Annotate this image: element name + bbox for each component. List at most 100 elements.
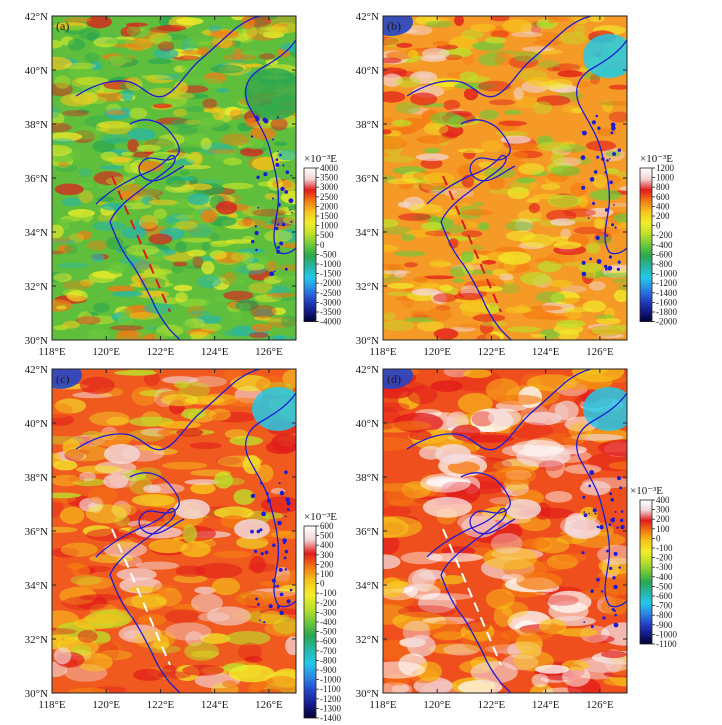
panel-b-field-blob [391,119,412,127]
panel-c-field-blob [52,526,78,533]
panel-c-island [283,556,287,560]
colorbar-c: ×10⁻³E 6005004003002001000-100-200-300-4… [303,511,341,723]
panel-c-field-blob [197,612,230,622]
panel-a-field-blob [117,315,135,326]
panel-b-field-blob [555,319,586,328]
panel-d-lat-label: 42°N [356,364,379,376]
panel-c-island [268,604,273,609]
panel-c-label: (c) [56,372,69,386]
panel-a-field-blob [141,74,170,80]
panel-c-lat-label: 42°N [25,364,48,376]
panel-c-field-blob [116,568,157,581]
panel-b-lat-label: 40°N [356,65,379,77]
panel-a-field-blob [171,146,202,153]
panel-a-field-blob [248,332,269,339]
panel-a-island [277,150,279,153]
colorbar-b-label: 800 [656,182,670,192]
panel-a-field-blob [175,292,188,303]
panel-a-field-blob [106,265,126,274]
panel-b-field-blob [449,265,467,278]
panel-a-field-blob [237,248,266,254]
panel-a-field-blob [172,221,199,229]
panel-d-field-blob [608,461,627,470]
panel-b-field-blob [498,251,531,265]
panel-a-field-blob [127,128,156,141]
colorbar-a-label: 0 [320,240,325,250]
panel-b-field-blob [383,57,402,64]
panel-b-island [589,257,592,261]
panel-c-field-blob [214,471,233,489]
colorbar-a-ramp: 40003500300025002000150010005000-500-100… [303,163,341,327]
panel-d-field-blob [383,402,410,412]
panel-a-field-blob [203,78,223,90]
panel-b-field-blob [507,326,541,333]
panel-a-field-blob [106,176,135,186]
panel-b-island [614,226,617,229]
panel-c-field-blob [274,566,291,584]
panel-d-field-blob [386,485,416,508]
panel-a-field-blob [56,244,73,254]
panel-a-field-blob [253,316,272,321]
panel-b-field-blob [533,39,563,46]
panel-a-island [255,248,258,252]
panel-a-field-blob [52,138,74,144]
panel-c-field-blob [194,586,216,594]
colorbar-c-label: 100 [320,569,334,579]
panel-a-field-blob [249,305,277,318]
panel-d-field-blob [554,400,579,421]
panel-a-field-blob [221,272,237,286]
panel-d-field-blob [471,411,495,427]
panel-d-island [599,525,604,530]
panel-a-coastline [95,154,176,223]
panel-b-field-blob [475,285,503,292]
panel-a-field-blob [86,328,110,340]
panel-c-island [264,550,269,555]
panel-c-field-blob [164,609,200,624]
panel-b-field-blob [431,77,462,83]
panel-b-island [601,157,605,161]
panel-a-field-blob [277,150,296,161]
panel-d-high-patch [435,444,471,464]
panel-a-field-blob [175,220,198,230]
panel-c-field-blob [222,680,238,688]
panel-a-field-blob [125,22,148,27]
panel-a-field-blob [154,297,182,305]
panel-a-island [290,220,293,223]
panel-c-field-blob [128,586,158,593]
panel-a-island [277,223,280,226]
panel-c-field-blob [52,628,77,635]
panel-a-field-blob [121,151,135,157]
panel-c-lat-label: 30°N [25,688,48,700]
panel-a-field-blob [192,256,204,269]
panel-c-field-blob [237,642,262,661]
panel-d-island [612,576,616,580]
panel-b-field-blob [428,258,448,269]
panel-c-island [277,605,280,609]
panel-b-field-blob [383,263,401,272]
panel-a-island [271,138,274,141]
colorbar-c-label: -1400 [320,713,341,723]
panel-b-field-blob [401,233,415,242]
panel-a-field-blob [270,117,288,131]
panel-c-field-blob [209,408,231,421]
panel-b-field-blob [510,143,544,151]
panel-c-island [283,541,286,545]
panel-d-coastline [406,369,592,451]
panel-c-high-patch [174,499,210,519]
panel-a-lat-label: 34°N [25,227,48,239]
panel-b-field-blob [415,153,449,161]
panel-c-field-blob [118,624,162,644]
panel-b-field-blob [487,176,506,190]
panel-b-field-blob [490,16,510,22]
panel-a-field-blob [179,297,212,307]
panel-a-field-blob [105,109,127,116]
panel-c-field-blob [260,610,284,625]
panel-d-island [596,577,600,582]
colorbar-b-label: 400 [656,201,670,211]
colorbar-b: ×10⁻³E 120010008006004002000-200-400-600… [639,153,677,327]
panel-b-field-blob [404,262,418,268]
panel-a-field-blob [230,308,242,321]
panel-a-field-blob [86,315,116,325]
panel-a-field-blob [53,273,72,283]
colorbar-c-label: -800 [320,655,337,665]
